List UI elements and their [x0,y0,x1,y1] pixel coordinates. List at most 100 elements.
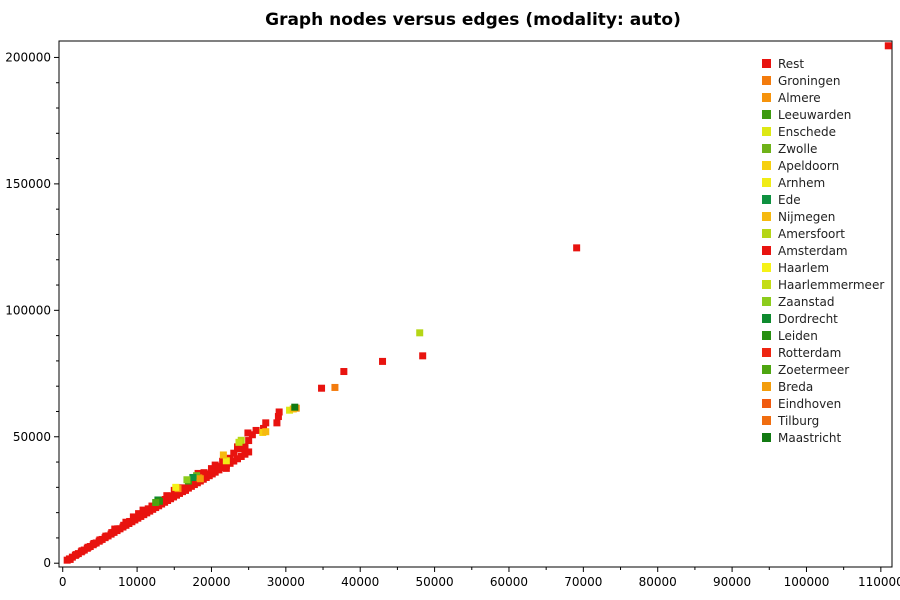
legend-label: Tilburg [777,414,819,428]
data-point [219,451,227,459]
legend-label: Almere [778,91,821,105]
data-point [66,555,74,563]
data-point [215,463,223,471]
data-point [196,475,204,483]
data-point [241,450,249,458]
data-point [152,499,160,507]
plot-frame [58,40,893,568]
legend-swatch [762,280,771,289]
legend-label: Groningen [778,74,840,88]
data-point [126,517,134,525]
data-point [219,464,227,472]
data-point [84,543,92,551]
data-point [273,419,281,427]
data-point [122,518,130,526]
data-point [416,329,424,337]
data-point [222,464,230,472]
data-point [573,244,581,252]
legend-swatch [762,229,771,238]
legend-label: Dordrecht [778,312,838,326]
data-point [200,469,208,477]
legend-swatch [762,110,771,119]
data-point [183,476,191,484]
data-point [275,408,283,416]
x-tick-label: 110000 [858,575,900,589]
data-point [129,513,137,521]
legend-label: Nijmegen [778,210,835,224]
data-point [230,449,238,457]
y-tick-label: 50000 [13,430,51,444]
legend-swatch [762,195,771,204]
legend-label: Zoetermeer [778,363,849,377]
data-point [181,486,189,494]
data-point [241,443,249,451]
legend-label: Leeuwarden [778,108,851,122]
x-tick-label: 30000 [267,575,305,589]
legend: Rest Groningen Almere Leeuwarden Enschede Zwo… [762,57,884,445]
legend-swatch [762,416,771,425]
chart-title: Graph nodes versus edges (modality: auto… [265,10,681,30]
legend-label: Arnhem [778,176,825,190]
data-point [252,426,260,434]
legend-label: Amersfoort [778,227,845,241]
legend-swatch [762,127,771,136]
x-tick-label: 60000 [490,575,528,589]
x-tick-label: 40000 [341,575,379,589]
data-point [78,547,86,555]
legend-label: Leiden [778,329,818,343]
data-point [189,473,197,481]
data-point [318,384,326,392]
legend-swatch [762,76,771,85]
legend-swatch [762,212,771,221]
legend-label: Haarlemmermeer [778,278,884,292]
data-point [111,525,119,533]
legend-label: Amsterdam [778,244,848,258]
legend-swatch [762,246,771,255]
data-point [244,429,252,437]
data-point [193,472,201,480]
legend-swatch [762,297,771,306]
x-axis: 0 10000 20000 30000 40000 50000 60000 70000 8000… [59,567,900,589]
legend-label: Ede [778,193,801,207]
legend-swatch [762,399,771,408]
data-point [207,465,215,473]
legend-label: Eindhoven [778,397,841,411]
data-point [135,510,143,518]
legend-swatch [762,263,771,272]
data-point [226,454,234,462]
data-point [235,438,243,446]
x-tick-label: 70000 [564,575,602,589]
legend-swatch [762,144,771,153]
legend-label: Haarlem [778,261,829,275]
legend-swatch [762,161,771,170]
data-point [245,437,253,445]
data-point [96,536,104,544]
data-point [222,457,230,465]
data-point [178,484,186,492]
data-point [884,42,892,50]
data-point [286,406,294,414]
data-point [226,459,234,467]
data-point [331,383,339,391]
x-tick-label: 10000 [118,575,156,589]
legend-swatch [762,59,771,68]
x-tick-label: 100000 [784,575,830,589]
legend-label: Zwolle [778,142,817,156]
legend-swatch [762,348,771,357]
data-point [219,457,227,465]
legend-swatch [762,433,771,442]
legend-label: Enschede [778,125,836,139]
legend-swatch [762,93,771,102]
legend-label: Rest [778,57,804,71]
data-point [248,431,256,439]
data-point [230,457,238,465]
data-point [340,368,348,376]
data-point [90,539,98,547]
data-point [274,413,282,421]
data-point [167,492,175,500]
data-point [237,452,245,460]
data-point [139,506,147,514]
data-point [234,455,241,463]
data-point [144,505,152,513]
